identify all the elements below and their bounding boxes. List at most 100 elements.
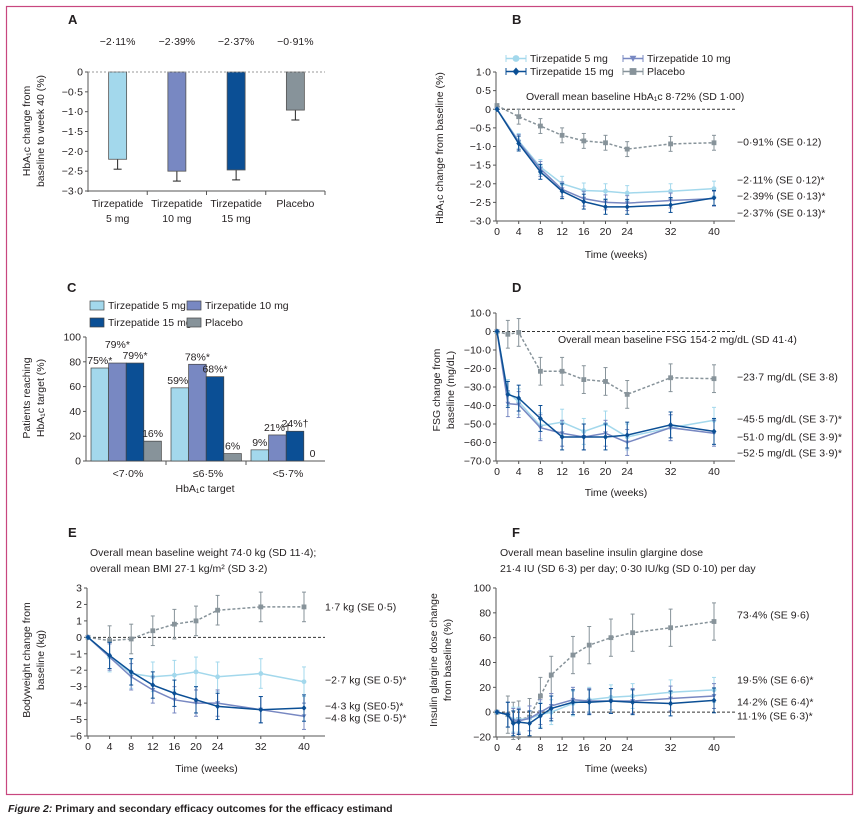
marker-diamond xyxy=(581,198,587,205)
bar xyxy=(285,71,305,111)
marker-square xyxy=(107,638,112,644)
x-tick-label: Tirzepatide xyxy=(210,198,262,210)
x-tick-label: 32 xyxy=(255,741,267,753)
marker-square xyxy=(172,621,177,627)
bar xyxy=(108,362,127,462)
y-tick-label: −3·0 xyxy=(470,216,491,228)
marker-circle xyxy=(193,669,199,675)
series-placebo xyxy=(494,103,717,158)
marker-diamond xyxy=(668,421,673,428)
x-tick-label: 15 mg xyxy=(222,213,251,225)
bar xyxy=(223,453,242,462)
marker-diamond xyxy=(624,432,630,439)
y-tick-label: −4 xyxy=(70,698,82,710)
marker-diamond xyxy=(527,720,532,727)
bar xyxy=(143,440,162,462)
marker-diamond xyxy=(85,634,91,641)
marker-square xyxy=(215,607,220,613)
y-tick-label: 0 xyxy=(485,104,491,116)
marker-square xyxy=(603,379,608,384)
marker-square xyxy=(711,140,717,146)
marker-circle xyxy=(668,188,673,194)
y-axis-label: Insulin glargine dose change xyxy=(428,593,440,727)
y-tick-label: −5 xyxy=(70,714,82,726)
marker-diamond xyxy=(559,433,565,440)
marker-diamond xyxy=(570,699,576,706)
y-tick-label: 3 xyxy=(76,583,82,595)
marker-square xyxy=(128,636,134,642)
data-label: 9% xyxy=(252,437,267,449)
baseline-annotation: 21·4 IU (SD 6·3) per day; 0·30 IU/kg (SD… xyxy=(500,563,756,575)
marker-diamond xyxy=(510,720,516,727)
marker-diamond xyxy=(538,168,543,175)
y-tick-label: 40 xyxy=(479,657,491,669)
x-tick-label: 20 xyxy=(600,466,612,478)
bar xyxy=(250,449,269,462)
x-tick-label: 16 xyxy=(578,226,590,238)
legend-swatch xyxy=(186,300,202,311)
marker-circle xyxy=(301,679,307,685)
y-tick-label: 100 xyxy=(473,583,491,595)
marker-square xyxy=(624,392,630,397)
baseline-annotation: Overall mean baseline weight 74·0 kg (SD… xyxy=(90,547,316,559)
baseline-annotation: Overall mean baseline HbA₁c 8·72% (SD 1·… xyxy=(526,91,744,103)
bar xyxy=(167,71,187,172)
y-tick-label: −1·0 xyxy=(470,141,491,153)
x-tick-label: 16 xyxy=(578,466,590,478)
marker-square xyxy=(548,672,554,678)
end-value-label: 1·7 kg (SE 0·5) xyxy=(325,602,396,614)
marker-square xyxy=(516,114,522,120)
marker-diamond xyxy=(172,690,177,697)
series-tirzepatide-15-mg xyxy=(85,634,307,724)
marker-diamond xyxy=(603,203,608,210)
marker-diamond xyxy=(624,203,630,210)
x-tick-label: 0 xyxy=(494,466,500,478)
baseline-annotation: Overall mean baseline insulin glargine d… xyxy=(500,547,703,559)
data-label: 68%* xyxy=(202,364,227,376)
bar xyxy=(125,362,145,462)
marker-diamond xyxy=(538,712,543,719)
marker-square xyxy=(711,619,717,624)
x-tick-label: 12 xyxy=(556,226,568,238)
y-tick-label: 2 xyxy=(76,599,82,611)
y-tick-label: 60 xyxy=(479,632,491,644)
y-tick-label: −6 xyxy=(70,731,82,743)
x-tick-label: 24 xyxy=(621,466,633,478)
x-tick-label: 24 xyxy=(212,741,224,753)
marker-square xyxy=(505,331,511,337)
end-value-label: 73·4% (SE 9·6) xyxy=(737,610,809,622)
bar xyxy=(268,434,287,462)
data-label: 79%* xyxy=(122,350,147,362)
marker-diamond xyxy=(711,428,717,435)
panel-letter: F xyxy=(512,525,520,540)
marker-square xyxy=(559,368,565,374)
series-line xyxy=(496,331,715,438)
panel-f: F Insulin glargine dose change from baseli… xyxy=(428,525,813,775)
panel-a: A HbA₁c change from baseline to week 40 (%… xyxy=(21,12,326,225)
y-tick-label: −2·5 xyxy=(62,166,83,178)
marker-square xyxy=(301,604,307,610)
y-tick-label: 1·0 xyxy=(476,67,491,79)
y-axis-label: baseline (mg/dL) xyxy=(445,351,457,429)
x-tick-label: 8 xyxy=(537,742,543,754)
marker-diamond xyxy=(603,433,608,440)
y-axis-label: from baseline (%) xyxy=(442,619,454,701)
x-tick-label: 0 xyxy=(85,741,91,753)
marker-diamond xyxy=(559,188,565,195)
legend-label: Placebo xyxy=(205,317,243,329)
x-tick-label: 40 xyxy=(708,742,720,754)
marker-square xyxy=(608,635,614,641)
x-axis-label: Time (weeks) xyxy=(585,249,648,261)
end-value-label: −45·5 mg/dL (SE 3·7)* xyxy=(737,414,842,426)
end-value-label: −2·7 kg (SE 0·5)* xyxy=(325,675,406,687)
y-axis-label: baseline to week 40 (%) xyxy=(35,75,47,187)
series-line xyxy=(496,331,715,444)
y-axis-label: FSG change from xyxy=(431,348,443,431)
x-tick-label: 40 xyxy=(708,466,720,478)
y-tick-label: 0 xyxy=(485,326,491,338)
end-value-label: −0·91% (SE 0·12) xyxy=(737,137,821,149)
marker-square xyxy=(581,377,587,382)
end-value-label: −2·39% (SE 0·13)* xyxy=(737,191,825,203)
y-tick-label: −70·0 xyxy=(464,456,491,468)
legend-label: Tirzepatide 15 mg xyxy=(530,66,614,78)
